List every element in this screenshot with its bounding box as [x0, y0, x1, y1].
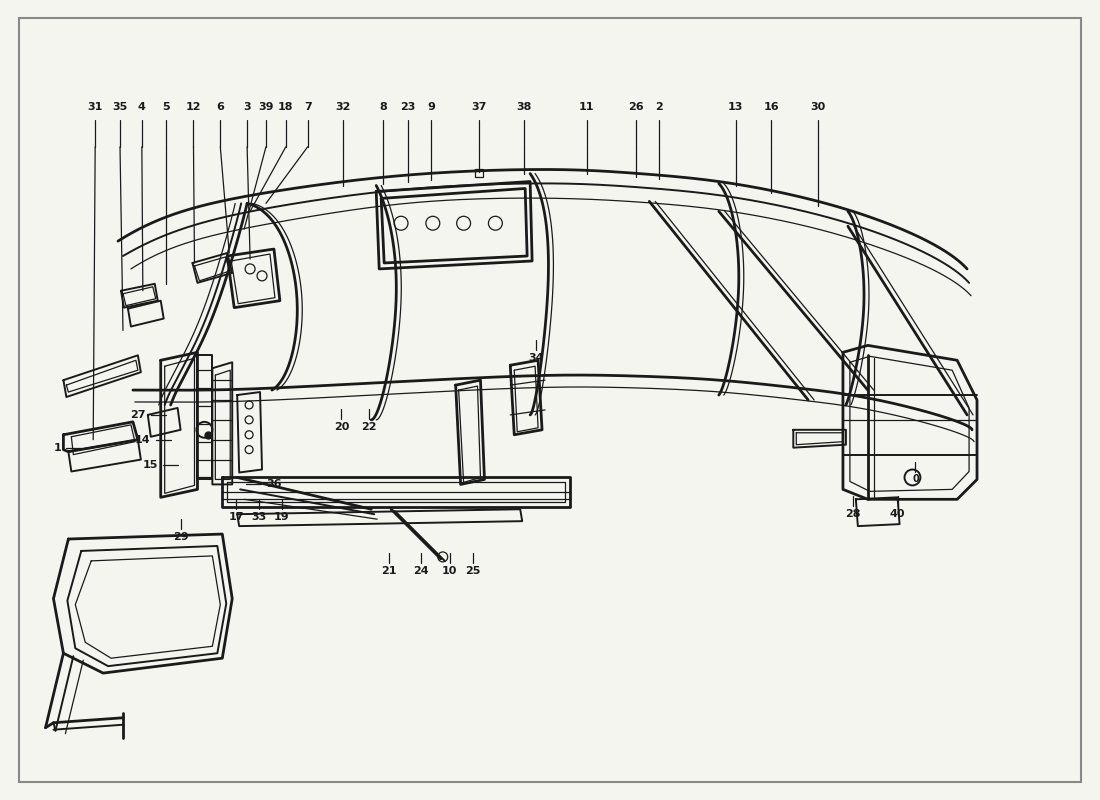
Text: 35: 35 — [112, 102, 128, 112]
Text: 5: 5 — [162, 102, 169, 112]
Text: 39: 39 — [258, 102, 274, 112]
Text: 32: 32 — [336, 102, 351, 112]
Text: 26: 26 — [628, 102, 645, 112]
Text: 1: 1 — [54, 442, 62, 453]
Text: 7: 7 — [304, 102, 311, 112]
Text: 18: 18 — [278, 102, 294, 112]
Text: 38: 38 — [517, 102, 532, 112]
Text: 4: 4 — [138, 102, 146, 112]
Text: 12: 12 — [186, 102, 201, 112]
Text: 2: 2 — [656, 102, 663, 112]
Text: 30: 30 — [811, 102, 826, 112]
Text: 8: 8 — [379, 102, 387, 112]
Text: 14: 14 — [135, 434, 151, 445]
Text: 0: 0 — [912, 474, 918, 485]
Text: 17: 17 — [229, 512, 244, 522]
Text: 20: 20 — [333, 422, 349, 432]
Text: 6: 6 — [217, 102, 224, 112]
Text: 11: 11 — [579, 102, 594, 112]
Text: 25: 25 — [465, 566, 481, 576]
Text: 31: 31 — [88, 102, 103, 112]
Text: 24: 24 — [414, 566, 429, 576]
Text: 40: 40 — [890, 510, 905, 519]
Text: 3: 3 — [243, 102, 251, 112]
Text: 34: 34 — [528, 354, 543, 363]
Text: 29: 29 — [173, 532, 188, 542]
Text: 15: 15 — [142, 459, 157, 470]
Text: 33: 33 — [252, 512, 266, 522]
Text: 21: 21 — [382, 566, 397, 576]
Text: 37: 37 — [471, 102, 486, 112]
Text: 16: 16 — [763, 102, 779, 112]
Text: 22: 22 — [362, 422, 377, 432]
Text: 10: 10 — [442, 566, 458, 576]
Text: 28: 28 — [845, 510, 860, 519]
Text: 19: 19 — [274, 512, 289, 522]
Text: 36: 36 — [266, 479, 282, 490]
Text: 27: 27 — [130, 410, 146, 420]
Text: 9: 9 — [427, 102, 434, 112]
Text: 13: 13 — [728, 102, 744, 112]
Text: 23: 23 — [400, 102, 416, 112]
